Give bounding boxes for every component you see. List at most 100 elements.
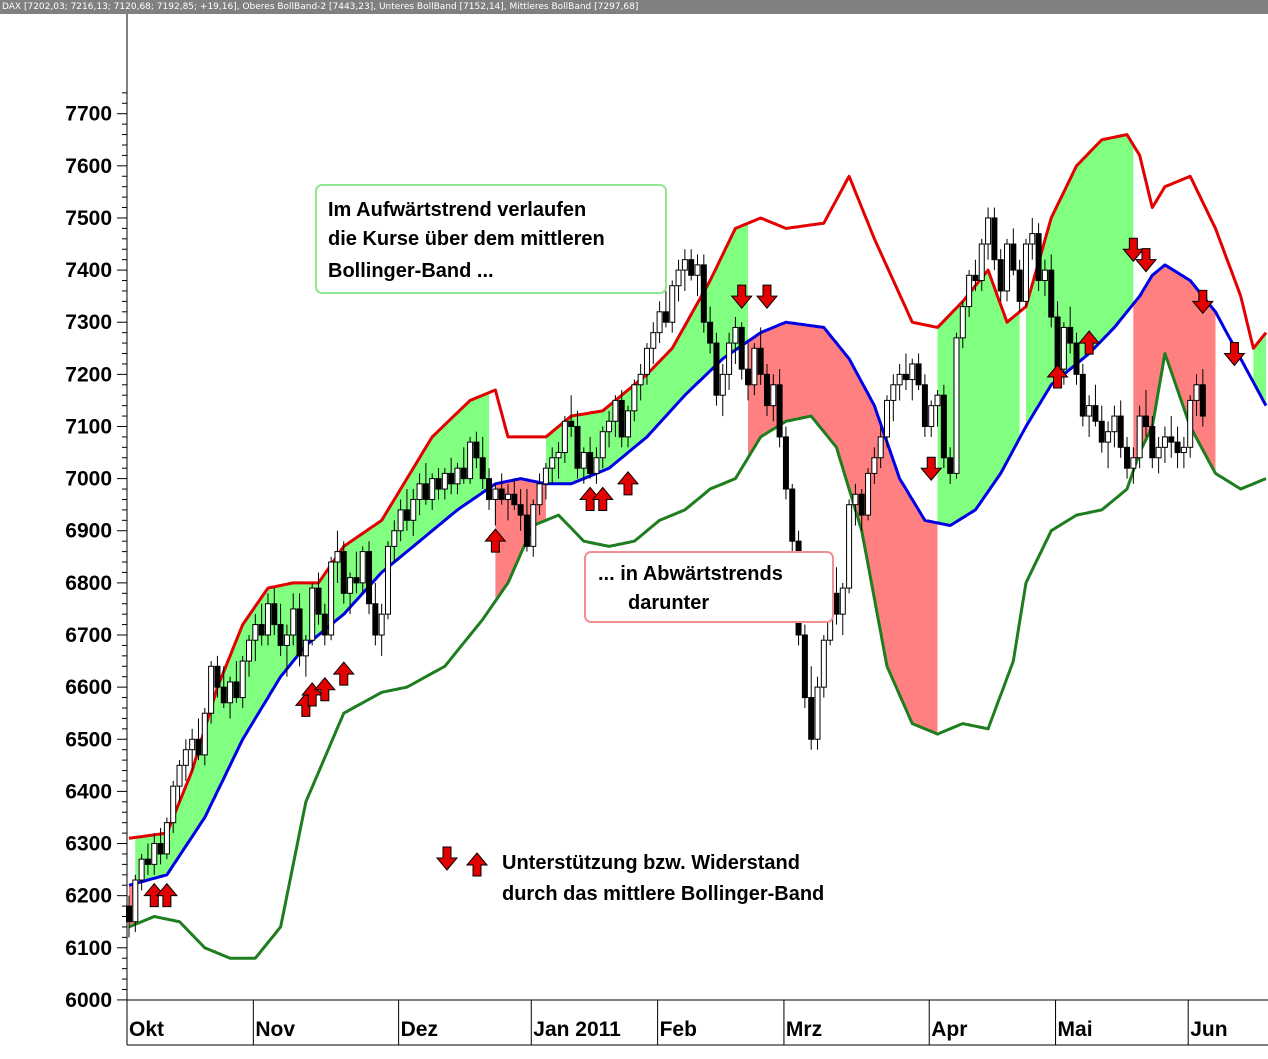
candle-up [1187, 399, 1194, 448]
candle-down [258, 624, 265, 636]
candle-down [1048, 269, 1055, 318]
y-tick-label: 6300 [65, 833, 112, 856]
up-arrow-icon [1078, 330, 1101, 355]
candle-down [422, 483, 429, 500]
candle-up [170, 785, 177, 824]
candle-up [536, 483, 543, 506]
candle-up [530, 504, 537, 547]
up-arrow-icon [1046, 364, 1069, 389]
uptrend-note-line-2: die Kurse über dem mittleren [328, 228, 605, 250]
y-tick-label: 7500 [65, 207, 112, 230]
candle-up [416, 483, 423, 500]
down-arrow-icon [920, 456, 943, 481]
candle-down [707, 321, 714, 344]
x-tick-label: Mai [1058, 1018, 1093, 1041]
candle-up [985, 217, 992, 245]
up-arrow-icon [484, 528, 507, 553]
candle-up [542, 467, 549, 485]
lower-band-line [128, 352, 1267, 960]
candle-down [902, 373, 909, 381]
candle-up [239, 660, 246, 699]
candle-up [454, 467, 461, 485]
candlesticks [126, 207, 1206, 938]
y-tick-label: 7400 [65, 259, 112, 282]
candle-up [934, 394, 941, 407]
candle-up [384, 545, 391, 615]
candle-down [511, 493, 518, 506]
candle-down [214, 665, 221, 688]
candle-down [1098, 420, 1105, 443]
candle-down [517, 504, 524, 516]
x-tick-label: Okt [129, 1018, 164, 1041]
candle-down [460, 467, 467, 480]
downtrend-fill [748, 322, 938, 735]
candle-down [833, 592, 840, 615]
candle-down [738, 326, 745, 370]
y-tick-label: 6200 [65, 885, 112, 908]
candle-down [486, 478, 493, 500]
candle-up [877, 436, 884, 459]
candle-up [283, 634, 290, 646]
downtrend-note-box [584, 551, 834, 623]
candle-up [391, 530, 398, 547]
downtrend-note-line-2: darunter [628, 592, 709, 614]
candle-down [340, 551, 347, 594]
candle-up [347, 577, 354, 594]
candle-up [896, 373, 903, 386]
candle-up [138, 858, 145, 881]
candle-down [1168, 436, 1175, 443]
candle-down [801, 634, 808, 699]
candle-up [467, 441, 474, 480]
uptrend-fill [634, 223, 748, 448]
candle-up [132, 879, 139, 923]
candle-down [1073, 342, 1080, 375]
uptrend-fill [135, 770, 193, 884]
candle-up [1111, 415, 1118, 433]
candle-up [719, 373, 726, 396]
candle-up [959, 306, 966, 339]
candle-up [884, 399, 890, 438]
y-tick-label: 7700 [65, 103, 112, 126]
candle-up [770, 384, 777, 407]
candle-down [700, 264, 707, 323]
candle-down [479, 457, 486, 480]
y-tick-label: 6400 [65, 780, 112, 803]
candle-up [555, 452, 562, 459]
candle-up [208, 665, 215, 714]
down-arrow-icon [1134, 248, 1158, 273]
candle-down [568, 420, 575, 427]
candle-down [713, 342, 720, 396]
uptrend-note: Im Aufwärtstrend verlaufen die Kurse übe… [315, 184, 667, 294]
y-tick-label: 7300 [65, 311, 112, 334]
candle-down [757, 347, 764, 375]
down-arrow-icon [755, 284, 779, 309]
candle-down [435, 478, 442, 490]
x-tick-label: Dez [401, 1018, 438, 1041]
candle-down [688, 259, 695, 276]
y-tick-label: 7600 [65, 155, 112, 178]
y-tick-label: 6900 [65, 520, 112, 543]
candle-down [991, 217, 998, 261]
candle-down [144, 858, 151, 865]
y-tick-label: 7200 [65, 363, 112, 386]
candle-up [890, 384, 897, 401]
x-tick-label: Jun [1190, 1018, 1227, 1041]
candle-up [1041, 269, 1048, 282]
candle-down [745, 368, 752, 386]
down-arrow-icon [1122, 237, 1145, 263]
candle-up [631, 384, 638, 412]
candle-down [195, 738, 202, 756]
candle-down [618, 399, 625, 438]
candle-up [966, 274, 973, 308]
candle-up [656, 311, 663, 334]
support-resistance-arrows [143, 237, 1246, 908]
up-arrow-icon [616, 471, 640, 496]
candle-down [448, 472, 455, 485]
down-arrow-icon [1191, 289, 1214, 315]
candle-down [315, 587, 322, 615]
candle-up [549, 457, 556, 469]
candle-up [726, 342, 733, 375]
candle-up [1136, 415, 1143, 459]
x-tick-label: Mrz [786, 1018, 822, 1041]
